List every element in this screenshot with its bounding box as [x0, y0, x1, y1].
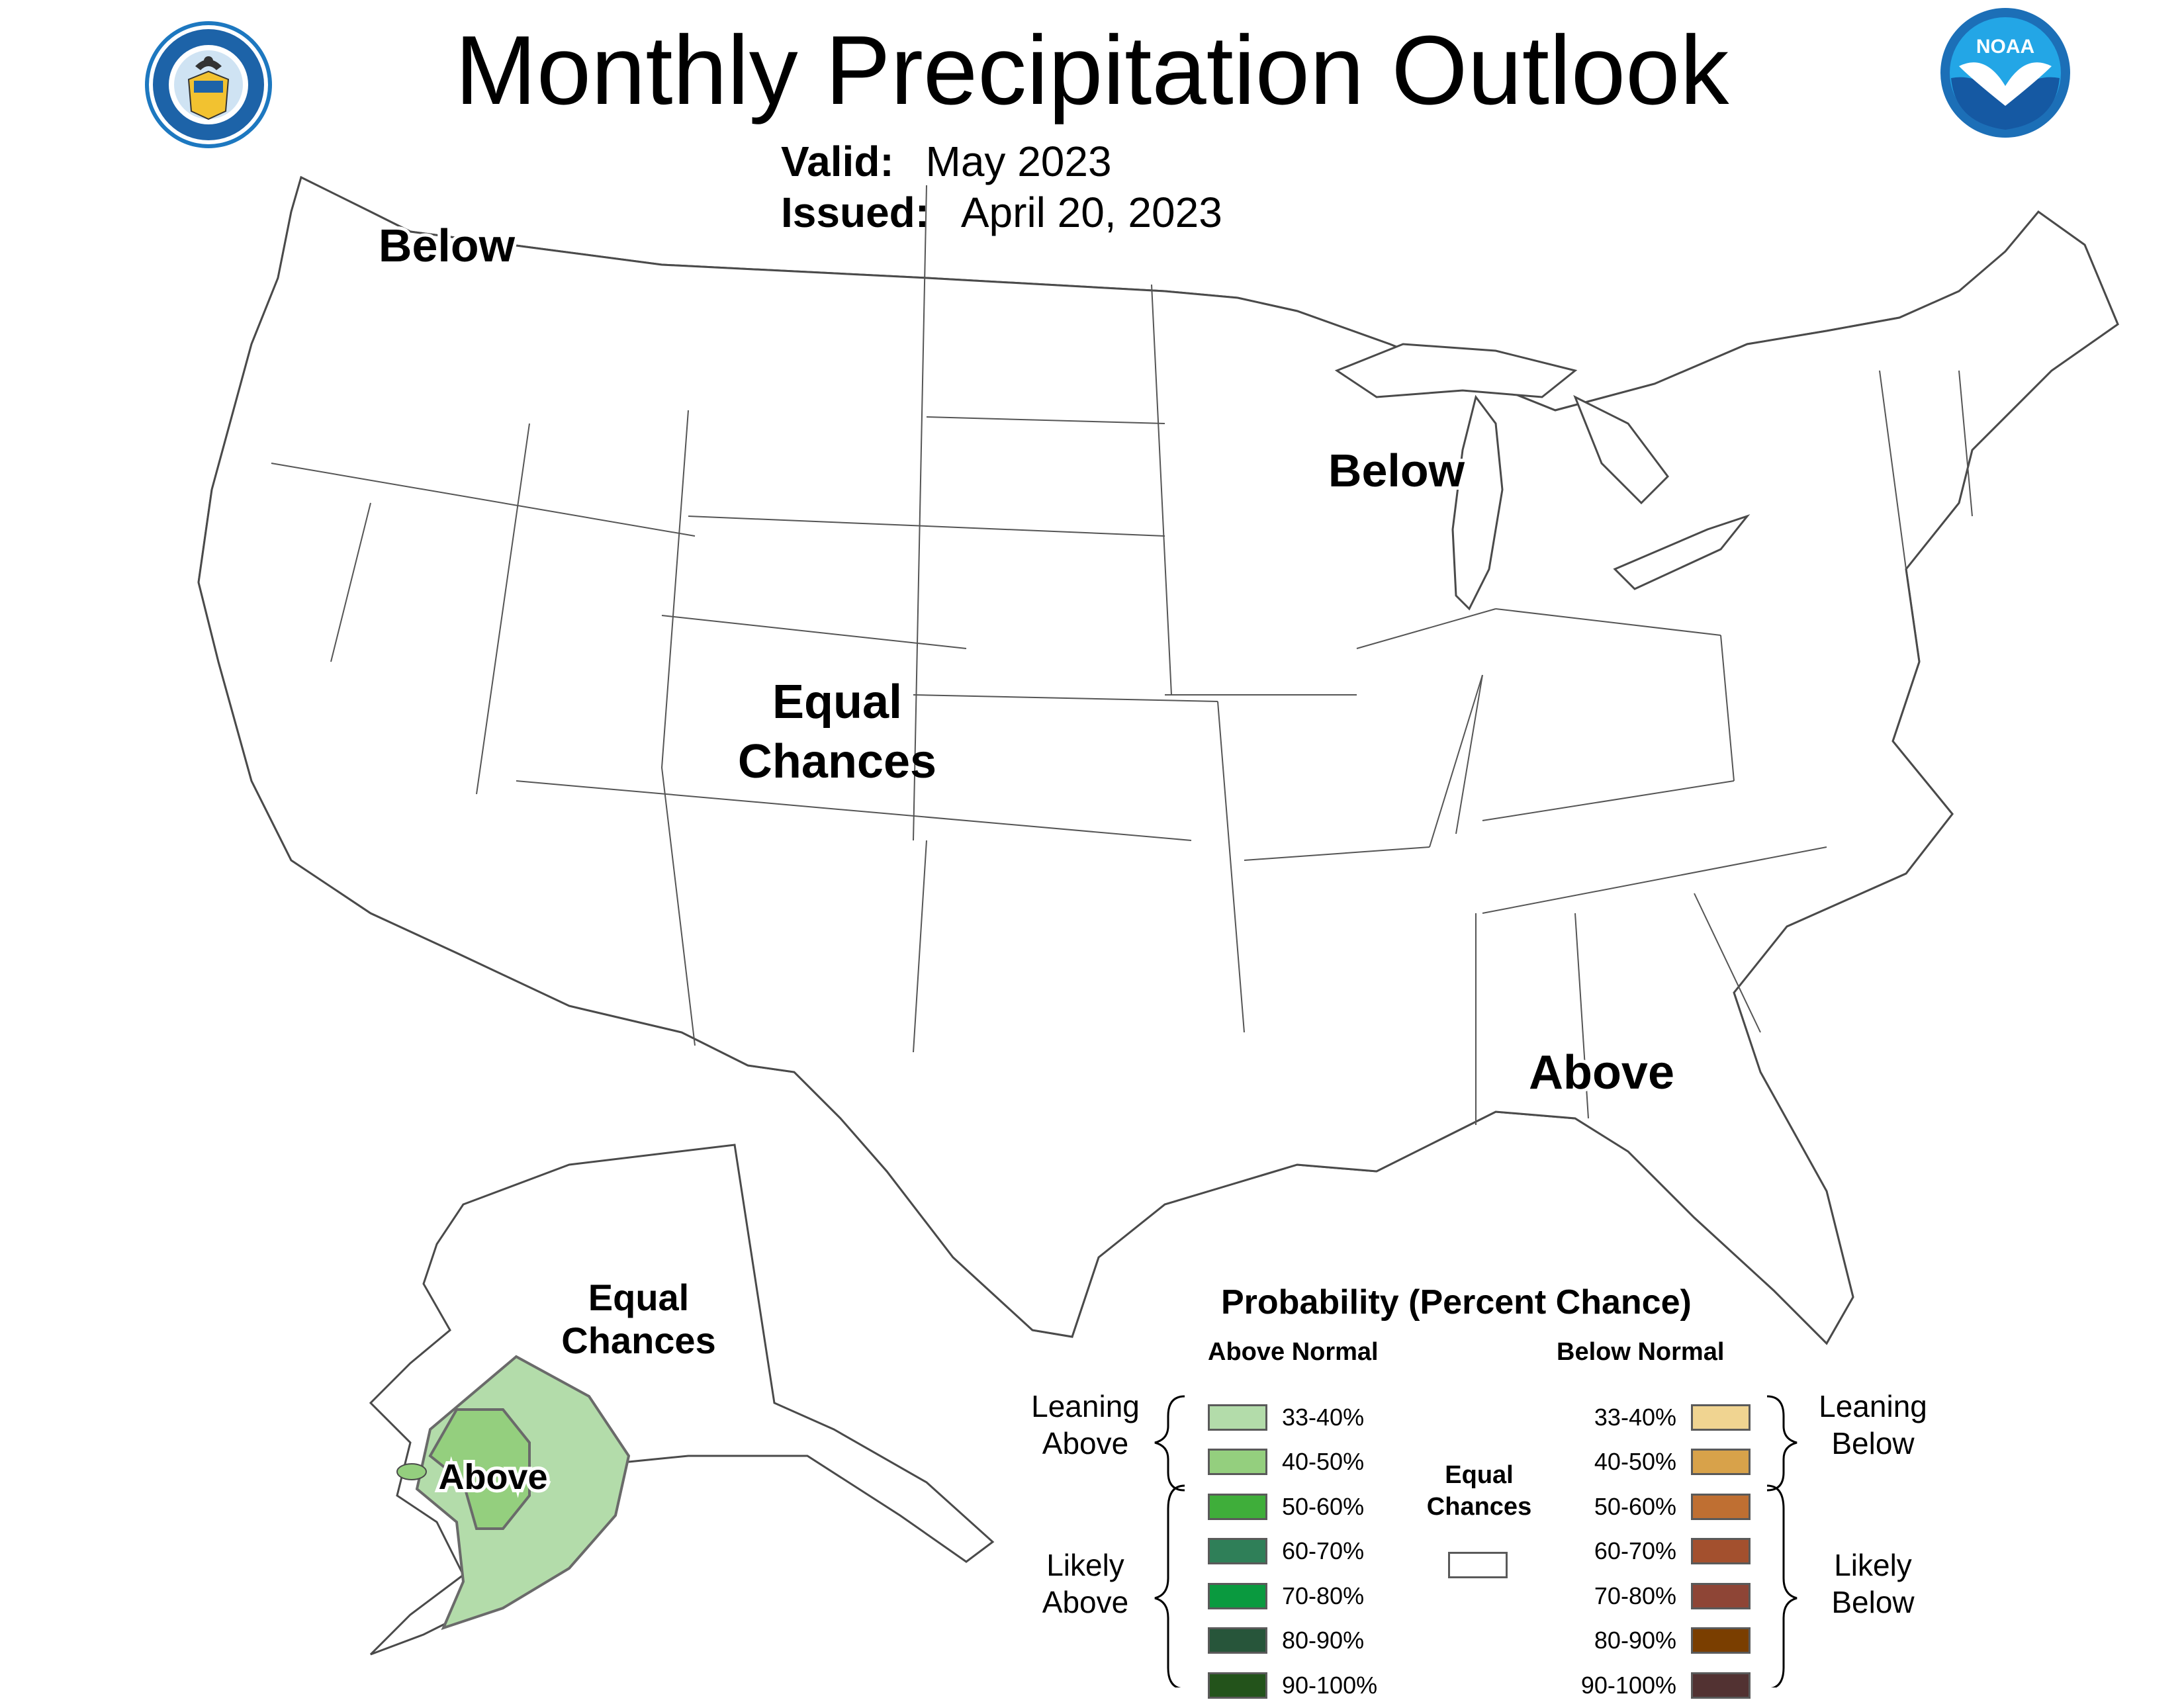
legend-above-row: 50-60% — [1208, 1484, 1377, 1529]
legend-swatch-equal-chances — [1448, 1552, 1508, 1578]
commerce-seal-logo — [145, 21, 272, 148]
legend-above-row: 90-100% — [1208, 1663, 1377, 1708]
issued-label: Issued: — [781, 189, 930, 236]
valid-line: Valid: May 2023 — [781, 136, 1112, 187]
legend-above-label: 33-40% — [1282, 1403, 1365, 1431]
legend-likely-below-line1: Likely — [1834, 1548, 1912, 1582]
legend-likely-above-line1: Likely — [1046, 1548, 1124, 1582]
label-ak-ec-line2: Chances — [561, 1320, 715, 1361]
legend-above-row: 60-70% — [1208, 1529, 1377, 1574]
label-ak-above: Above — [438, 1457, 547, 1497]
legend-above-label: 90-100% — [1282, 1671, 1378, 1699]
page-title: Monthly Precipitation Outlook — [455, 16, 1729, 125]
lake-michigan — [1451, 394, 1504, 611]
legend-swatch — [1691, 1672, 1751, 1699]
legend-below-label: 40-50% — [1594, 1448, 1676, 1476]
legend-swatch — [1691, 1404, 1751, 1431]
lake-superior — [1334, 343, 1578, 398]
legend-leaning-above-line2: Above — [1042, 1426, 1129, 1461]
legend-swatch — [1208, 1493, 1267, 1520]
label-ec-line2: Chances — [738, 735, 936, 788]
legend-title: Probability (Percent Chance) — [1221, 1283, 1692, 1322]
legend-likely-below-line2: Below — [1831, 1585, 1915, 1619]
legend-swatch — [1691, 1627, 1751, 1654]
legend-swatch — [1691, 1538, 1751, 1565]
legend-below-column: 33-40% 40-50% 50-60% 60-70% 70-80% 80-90… — [1552, 1395, 1751, 1708]
legend-below-row: 33-40% — [1552, 1395, 1751, 1440]
legend-equal-chances-line1: Equal — [1445, 1461, 1514, 1489]
legend-likely-below: Likely Below — [1800, 1547, 1946, 1621]
legend-swatch — [1691, 1449, 1751, 1476]
legend-above-label: 70-80% — [1282, 1582, 1365, 1609]
legend-below-row: 70-80% — [1552, 1574, 1751, 1619]
lake-huron — [1573, 394, 1669, 505]
legend-below-label: 60-70% — [1594, 1537, 1676, 1565]
legend-below-label: 33-40% — [1594, 1403, 1676, 1431]
legend-below-label: 80-90% — [1594, 1627, 1676, 1654]
legend-braces — [1154, 1395, 1797, 1687]
label-gl-below: Below — [1328, 445, 1465, 496]
legend-swatch — [1208, 1404, 1267, 1431]
legend-below-row: 90-100% — [1552, 1663, 1751, 1708]
alaska-island — [396, 1463, 427, 1480]
legend-below-label: 90-100% — [1580, 1671, 1676, 1699]
legend-equal-chances-line2: Chances — [1426, 1493, 1532, 1521]
legend-likely-above: Likely Above — [1013, 1547, 1158, 1621]
legend-swatch — [1208, 1627, 1267, 1654]
noaa-logo-text: NOAA — [1976, 36, 2034, 58]
legend-above-row: 33-40% — [1208, 1395, 1377, 1440]
legend-above-label: 60-70% — [1282, 1537, 1365, 1565]
legend-swatch — [1208, 1582, 1267, 1609]
legend-below-label: 70-80% — [1594, 1582, 1676, 1609]
legend-above-label: 50-60% — [1282, 1492, 1365, 1520]
valid-value: May 2023 — [925, 138, 1112, 185]
valid-label: Valid: — [781, 138, 894, 185]
state-borders — [271, 185, 1973, 1125]
legend-leaning-above: Leaning Above — [1013, 1388, 1158, 1462]
legend-above-row: 70-80% — [1208, 1574, 1377, 1619]
legend-below-header: Below Normal — [1557, 1338, 1725, 1366]
legend-above-header: Above Normal — [1208, 1338, 1379, 1366]
legend-above-row: 80-90% — [1208, 1619, 1377, 1664]
label-se-above: Above — [1529, 1046, 1674, 1099]
legend-above-row: 40-50% — [1208, 1440, 1377, 1485]
legend-swatch — [1691, 1493, 1751, 1520]
legend-leaning-below: Leaning Below — [1800, 1388, 1946, 1462]
legend-below-row: 80-90% — [1552, 1619, 1751, 1664]
noaa-logo: NOAA — [1940, 8, 2070, 138]
issued-line: Issued: April 20, 2023 — [781, 187, 1222, 238]
lake-erie — [1613, 514, 1751, 590]
legend-swatch — [1208, 1672, 1267, 1699]
legend-leaning-below-line2: Below — [1831, 1426, 1915, 1461]
legend-below-row: 50-60% — [1552, 1484, 1751, 1529]
legend-below-row: 60-70% — [1552, 1529, 1751, 1574]
issued-value: April 20, 2023 — [960, 189, 1222, 236]
legend-swatch — [1691, 1582, 1751, 1609]
legend-swatch — [1208, 1538, 1267, 1565]
legend-below-label: 50-60% — [1594, 1492, 1676, 1520]
legend-above-label: 80-90% — [1282, 1627, 1365, 1654]
legend-equal-chances: Equal Chances — [1406, 1459, 1552, 1523]
legend-swatch — [1208, 1449, 1267, 1476]
legend-below-row: 40-50% — [1552, 1440, 1751, 1485]
legend-above-column: 33-40% 40-50% 50-60% 60-70% 70-80% 80-90… — [1208, 1395, 1377, 1708]
label-nw-below: Below — [379, 220, 516, 271]
label-ak-ec-line1: Equal — [588, 1277, 689, 1318]
label-ec-line1: Equal — [772, 676, 902, 729]
legend-likely-above-line2: Above — [1042, 1585, 1129, 1619]
legend-leaning-above-line1: Leaning — [1031, 1389, 1140, 1423]
legend-leaning-below-line1: Leaning — [1819, 1389, 1927, 1423]
legend-above-label: 40-50% — [1282, 1448, 1365, 1476]
alaska-above-40-50 — [428, 1408, 531, 1530]
